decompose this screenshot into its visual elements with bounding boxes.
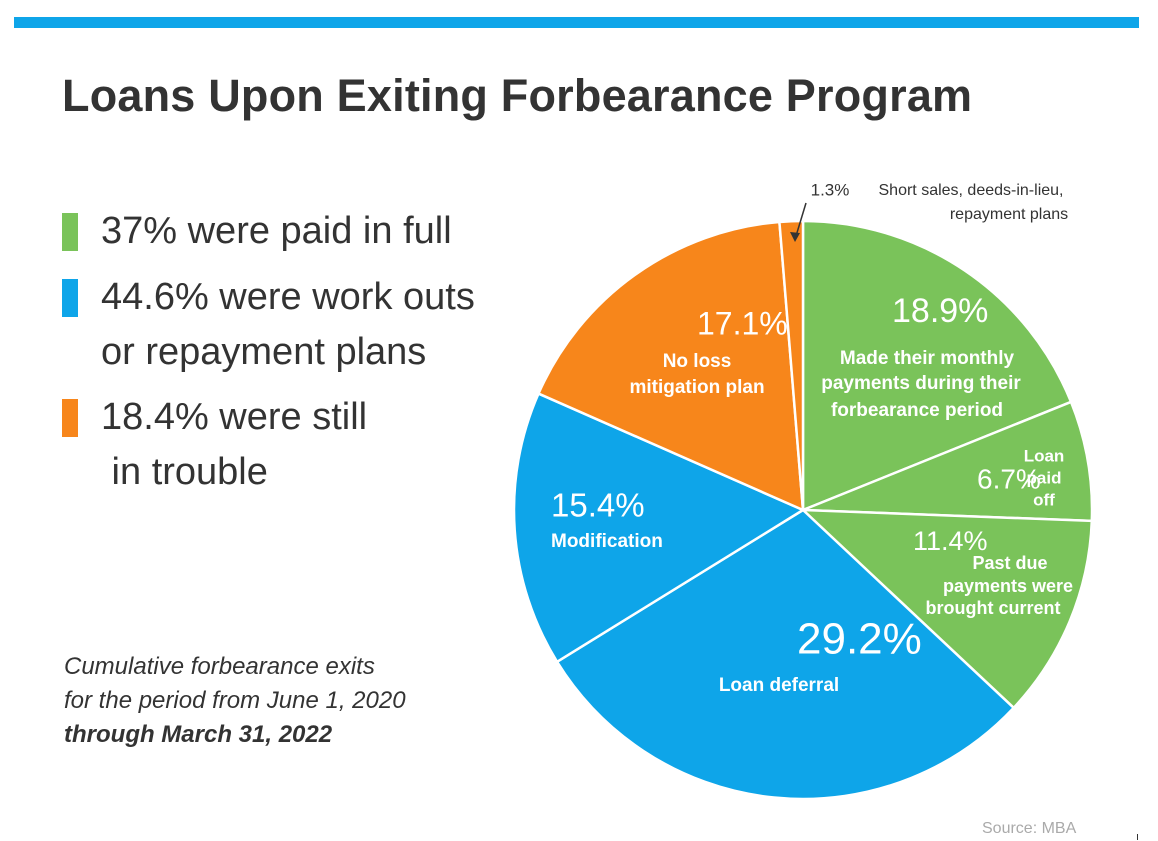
- source-credit: Source: MBA: [982, 820, 1077, 837]
- top-accent-bar: [14, 17, 1139, 28]
- slice-description-label: brought current: [926, 598, 1061, 618]
- slice-description-label: payments were: [943, 576, 1073, 596]
- slice-no-loss-mitigation: [536, 220, 805, 512]
- slice-description-label: Past due: [972, 553, 1047, 573]
- leader-arrowhead: [790, 232, 800, 242]
- note-line-bold: through March 31, 2022: [64, 721, 333, 748]
- chart-title: Loans Upon Exiting Forbearance Program: [62, 70, 973, 121]
- legend-label-line: 37% were paid in full: [101, 210, 452, 252]
- note-line: Cumulative forbearance exits: [64, 653, 375, 680]
- slice-description-label: repayment plans: [950, 206, 1068, 223]
- slice-description-label: Loan: [1024, 446, 1065, 465]
- slice-description-label: off: [1033, 490, 1055, 509]
- slice-percent-label: 17.1%: [697, 305, 788, 341]
- slice-modification: [512, 391, 806, 664]
- slice-loan-deferral: [555, 508, 1016, 801]
- slice-description-label: Modification: [551, 531, 663, 552]
- legend-swatch-orange: [62, 399, 78, 437]
- legend-label: 18.4% were still in trouble: [101, 390, 367, 500]
- slice-short-sales: [778, 219, 805, 511]
- legend-swatch-blue: [62, 279, 78, 317]
- legend-label-line: in trouble: [101, 451, 268, 493]
- slice-percent-label: 1.3%: [811, 180, 850, 199]
- slice-description-label: Short sales, deeds-in-lieu,: [879, 182, 1064, 199]
- slice-percent-label: 29.2%: [797, 615, 922, 664]
- slice-monthly-payments: [801, 219, 1073, 512]
- slice-description-label: No loss: [663, 351, 732, 372]
- slice-percent-label: 18.9%: [892, 292, 988, 330]
- legend-label-line: or repayment plans: [101, 331, 427, 373]
- legend-label: 44.6% were work outs or repayment plans: [101, 270, 475, 380]
- note-line: for the period from June 1, 2020: [64, 687, 406, 714]
- slice-description-label: payments during their: [821, 373, 1021, 394]
- slice-percent-label: 11.4%: [913, 526, 988, 556]
- legend-swatch-green: [62, 213, 78, 251]
- slice-percent-label: 15.4%: [551, 487, 645, 524]
- leader-line: [795, 202, 807, 237]
- legend-label: 37% were paid in full: [101, 204, 452, 259]
- corner-tick: [1137, 834, 1138, 840]
- slice-past-due-current: [799, 508, 1094, 710]
- slice-description-label: paid: [1027, 468, 1062, 487]
- legend-label-line: 44.6% were work outs: [101, 276, 475, 318]
- period-note: Cumulative forbearance exits for the per…: [64, 650, 406, 752]
- slice-description-label: Loan deferral: [719, 675, 839, 696]
- legend-label-line: 18.4% were still: [101, 396, 368, 438]
- slice-description-label: forbearance period: [831, 400, 1003, 421]
- slice-description-label: mitigation plan: [629, 377, 764, 398]
- slice-description-label: Made their monthly: [840, 348, 1015, 369]
- slice-percent-label: 6.7%: [977, 463, 1041, 494]
- slice-loan-paid-off: [802, 400, 1094, 523]
